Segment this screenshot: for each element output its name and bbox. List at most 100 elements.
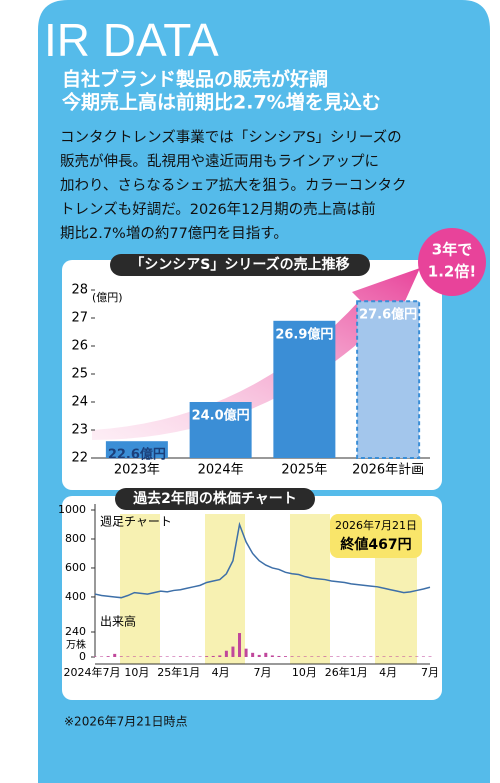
series-label: 出来高: [100, 614, 136, 629]
body-text: コンタクトレンズ事業では「シンシアS」シリーズの: [60, 129, 402, 146]
x-tick-label: 10月: [292, 666, 317, 679]
x-tick-label: 4月: [379, 666, 397, 679]
body-text: 期比2.7%増の約77億円を目指す。: [60, 225, 288, 242]
value-label: 24.0億円: [192, 408, 250, 424]
volume-bar: [119, 656, 123, 657]
volume-bar: [375, 656, 379, 657]
annotation-box: [330, 514, 422, 558]
y-tick-label: 400: [65, 590, 86, 603]
volume-bar: [323, 656, 327, 657]
y2-tick-label: 0: [79, 650, 86, 663]
volume-bar: [382, 656, 386, 657]
page-title: IR DATA: [44, 14, 219, 66]
annotation: 終値467円: [340, 536, 411, 553]
bar: [273, 320, 336, 458]
volume-bar: [126, 656, 130, 657]
x-tick-label: 7月: [254, 666, 272, 679]
volume-bar: [132, 656, 136, 657]
value-label: 27.6億円: [359, 307, 417, 323]
volume-bar: [159, 656, 163, 657]
y-tick-label: 28: [71, 283, 88, 298]
headline: 自社ブランド製品の販売が好調: [62, 68, 328, 91]
volume-bar: [178, 656, 182, 657]
volume-bar: [336, 656, 340, 657]
y-tick-label: 26: [71, 339, 88, 354]
volume-bar: [205, 656, 209, 657]
y-tick-label: 25: [71, 367, 88, 382]
volume-bar: [329, 656, 333, 657]
bar: [356, 300, 421, 460]
x-tick-label: 25年1月: [157, 665, 200, 679]
volume-bar: [343, 656, 347, 657]
y-tick-label: 27: [71, 311, 88, 326]
bubble: [418, 228, 486, 296]
volume-bar: [402, 656, 406, 657]
volume-bar: [421, 656, 425, 657]
y-tick-label: 22: [71, 451, 88, 466]
volume-bar: [349, 656, 353, 657]
volume-bar: [231, 646, 235, 657]
chart-title-bg: [110, 254, 370, 276]
x-tick-label: 2023年: [114, 463, 160, 478]
volume-bar: [389, 656, 393, 657]
volume-bar: [172, 656, 176, 657]
body-text: 販売が伸長。乱視用や遠近両用もラインアップに: [60, 153, 379, 170]
y-tick-label: 800: [65, 532, 86, 545]
volume-bar: [113, 653, 117, 657]
x-tick-label: 7月: [421, 666, 439, 679]
value-label: 26.9億円: [275, 326, 333, 342]
volume-bar: [264, 652, 268, 657]
x-tick-label: 2025年: [281, 463, 327, 478]
volume-bar: [106, 656, 110, 657]
y-unit: (億円): [92, 291, 123, 304]
chart-title-bg: [115, 488, 315, 510]
volume-bar: [93, 656, 97, 657]
highlight-bands: [120, 514, 417, 664]
body-text: トレンズも好調だ。2026年12月期の売上高は前: [60, 201, 376, 218]
y2-unit: 万株: [66, 638, 86, 651]
annotation: 1.2倍!: [428, 263, 476, 281]
volume-bar: [297, 656, 301, 657]
y-tick-label: 1000: [58, 503, 86, 516]
volume-bar: [270, 655, 274, 657]
bar: [105, 441, 168, 458]
volume-bar: [303, 656, 307, 657]
volume-bar: [395, 656, 399, 657]
x-tick-label: 2024年: [198, 463, 244, 478]
value-label: 22.6億円: [108, 447, 166, 463]
growth-arrow: [92, 268, 420, 440]
volume-bar: [224, 650, 228, 657]
volume-bar: [415, 656, 419, 657]
x-tick-label: 26年1月: [325, 665, 368, 679]
volume-bar: [139, 656, 143, 657]
y2-tick-label: 240: [65, 625, 86, 638]
volume-bar: [257, 654, 261, 657]
volume-bar: [356, 656, 360, 657]
chart-title: 「シンシアS」シリーズの売上推移: [130, 256, 349, 273]
volume-bar: [198, 656, 202, 657]
volume-bar: [192, 656, 196, 657]
x-tick-label: 4月: [212, 666, 230, 679]
headline: 今期売上高は前期比2.7%増を見込む: [61, 91, 381, 114]
volume-bar: [100, 656, 104, 657]
volume-bar: [211, 655, 215, 657]
body-text: 加わり、さらなるシェア拡大を狙う。カラーコンタク: [60, 177, 407, 194]
volume-bar: [362, 656, 366, 657]
annotation: 2026年7月21日: [335, 518, 417, 532]
footnote: ※2026年7月21日時点: [64, 715, 188, 729]
volume-bar: [251, 652, 255, 657]
volume-bar: [218, 655, 222, 657]
volume-bar: [290, 656, 294, 657]
y-tick-label: 23: [71, 423, 88, 438]
volume-bar: [244, 648, 248, 657]
volume-bar: [238, 633, 242, 657]
volume-bar: [369, 656, 373, 657]
volume-bar: [316, 656, 320, 657]
volume-bar: [408, 656, 412, 657]
volume-bar: [310, 656, 314, 657]
volume-bar: [277, 655, 281, 657]
volume-bar: [146, 656, 150, 657]
series-label: 週足チャート: [100, 515, 172, 529]
volume-bar: [185, 656, 189, 657]
price-line: [94, 521, 431, 599]
